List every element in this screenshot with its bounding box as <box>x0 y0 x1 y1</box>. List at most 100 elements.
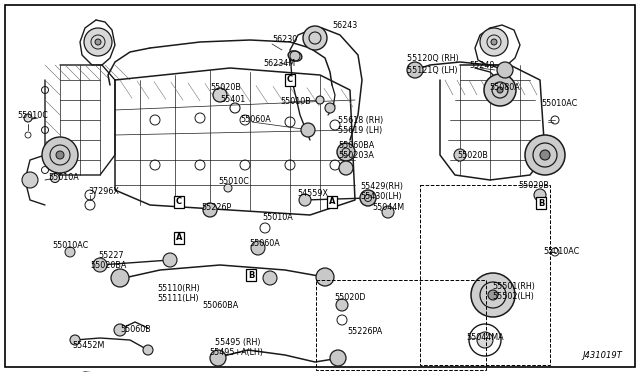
Circle shape <box>84 28 112 56</box>
Circle shape <box>303 26 327 50</box>
Text: 55020D: 55020D <box>334 294 365 302</box>
Text: 55044MA: 55044MA <box>466 334 504 343</box>
Text: 55010A: 55010A <box>262 214 292 222</box>
Text: 550203A: 550203A <box>338 151 374 160</box>
Text: C: C <box>287 76 293 84</box>
Text: 55240: 55240 <box>469 61 494 70</box>
Text: C: C <box>176 198 182 206</box>
Circle shape <box>330 350 346 366</box>
Text: A: A <box>329 198 335 206</box>
Circle shape <box>263 271 277 285</box>
Text: 55020B: 55020B <box>457 151 488 160</box>
Circle shape <box>497 62 513 78</box>
Text: 55010AC: 55010AC <box>541 99 577 109</box>
Circle shape <box>316 268 334 286</box>
Text: 55010B: 55010B <box>280 96 311 106</box>
Circle shape <box>337 143 355 161</box>
Text: 55060A: 55060A <box>249 238 280 247</box>
Circle shape <box>325 103 335 113</box>
Text: 55120Q (RH): 55120Q (RH) <box>407 55 459 64</box>
Text: 55010C: 55010C <box>218 177 249 186</box>
Text: 55020B: 55020B <box>210 83 241 93</box>
Circle shape <box>163 253 177 267</box>
Circle shape <box>143 345 153 355</box>
Text: 55429(RH): 55429(RH) <box>360 183 403 192</box>
Text: 55401: 55401 <box>220 96 245 105</box>
Circle shape <box>95 39 101 45</box>
Text: J431019T: J431019T <box>582 351 622 360</box>
Text: 55618 (RH): 55618 (RH) <box>338 116 383 125</box>
Bar <box>420 185 550 365</box>
Circle shape <box>491 39 497 45</box>
Text: 55080A: 55080A <box>489 83 520 93</box>
Circle shape <box>360 190 376 206</box>
Circle shape <box>24 114 32 122</box>
Text: 55010AC: 55010AC <box>543 247 579 256</box>
Text: 55044M: 55044M <box>372 203 404 212</box>
Circle shape <box>114 324 126 336</box>
Text: 55227: 55227 <box>98 250 124 260</box>
Text: 55111(LH): 55111(LH) <box>157 295 198 304</box>
Circle shape <box>70 335 80 345</box>
Text: 55060A: 55060A <box>240 115 271 125</box>
Text: 55495 (RH): 55495 (RH) <box>215 337 260 346</box>
Text: 55502(LH): 55502(LH) <box>492 292 534 301</box>
Circle shape <box>497 87 503 93</box>
Text: 54559X: 54559X <box>297 189 328 199</box>
Text: 55060B: 55060B <box>120 324 151 334</box>
Text: 55495+A(LH): 55495+A(LH) <box>209 347 263 356</box>
Circle shape <box>301 123 315 137</box>
Circle shape <box>93 258 107 272</box>
Text: 56234M: 56234M <box>263 58 295 67</box>
Circle shape <box>42 137 78 173</box>
Text: 55226PA: 55226PA <box>347 327 382 336</box>
Text: 55010C: 55010C <box>17 110 48 119</box>
Text: 55060BA: 55060BA <box>202 301 238 310</box>
Circle shape <box>471 273 515 317</box>
Circle shape <box>525 135 565 175</box>
Circle shape <box>299 194 311 206</box>
Circle shape <box>210 350 226 366</box>
Circle shape <box>534 189 546 201</box>
Circle shape <box>382 206 394 218</box>
Text: 55619 (LH): 55619 (LH) <box>338 126 382 135</box>
Text: 55110(RH): 55110(RH) <box>157 285 200 294</box>
Circle shape <box>480 28 508 56</box>
Text: 55010AC: 55010AC <box>52 241 88 250</box>
Text: 55501(RH): 55501(RH) <box>492 282 535 292</box>
Circle shape <box>407 62 423 78</box>
Text: B: B <box>248 270 254 279</box>
Circle shape <box>484 74 516 106</box>
Bar <box>316 280 486 370</box>
Text: A: A <box>176 234 182 243</box>
Text: 55010A: 55010A <box>48 173 79 182</box>
Text: 56243: 56243 <box>332 22 357 31</box>
Text: B: B <box>538 199 544 208</box>
Circle shape <box>22 172 38 188</box>
Ellipse shape <box>288 51 302 61</box>
Text: 55121Q (LH): 55121Q (LH) <box>407 65 458 74</box>
Circle shape <box>336 299 348 311</box>
Text: 56230: 56230 <box>272 35 297 45</box>
Circle shape <box>316 96 324 104</box>
Text: 55452M: 55452M <box>72 341 104 350</box>
Circle shape <box>213 88 227 102</box>
Text: 55430(LH): 55430(LH) <box>360 192 402 202</box>
Text: 37296X: 37296X <box>88 187 119 196</box>
Circle shape <box>540 150 550 160</box>
Circle shape <box>251 241 265 255</box>
Text: 55020B: 55020B <box>518 182 549 190</box>
Circle shape <box>203 203 217 217</box>
Text: 55020BA: 55020BA <box>90 260 126 269</box>
Circle shape <box>339 161 353 175</box>
Circle shape <box>65 247 75 257</box>
Circle shape <box>224 184 232 192</box>
Circle shape <box>488 290 498 300</box>
Text: 55060BA: 55060BA <box>338 141 374 151</box>
Circle shape <box>56 151 64 159</box>
Circle shape <box>477 332 493 348</box>
Text: 55226P: 55226P <box>201 203 231 212</box>
Circle shape <box>111 269 129 287</box>
Circle shape <box>454 149 466 161</box>
Circle shape <box>51 173 60 183</box>
